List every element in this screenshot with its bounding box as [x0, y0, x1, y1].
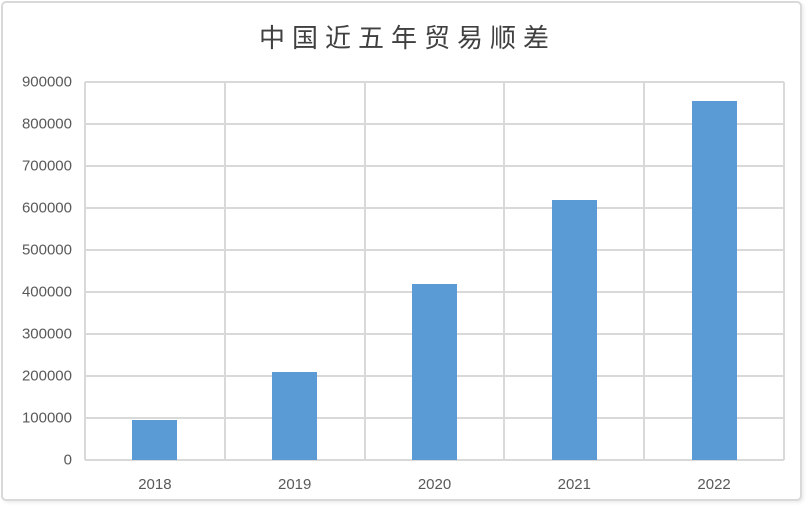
horizontal-gridline	[85, 459, 784, 461]
vertical-gridline	[84, 82, 86, 460]
vertical-gridline	[783, 82, 785, 460]
horizontal-gridline	[85, 207, 784, 209]
vertical-gridline	[643, 82, 646, 460]
chart-title: 中国近五年贸易顺差	[258, 24, 556, 53]
y-axis-tick-label: 900000	[21, 73, 72, 91]
y-axis-tick-label: 700000	[21, 157, 72, 175]
y-axis-tick-label: 600000	[21, 199, 72, 217]
horizontal-gridline	[85, 249, 784, 251]
y-axis-tick-label: 100000	[21, 409, 72, 427]
horizontal-gridline	[85, 165, 784, 167]
plot-area	[84, 81, 785, 461]
x-axis-tick-label: 2019	[278, 476, 312, 493]
y-axis-tick-label: 200000	[21, 367, 72, 385]
vertical-gridline	[503, 82, 506, 460]
y-axis-tick-label: 500000	[21, 241, 72, 259]
bar-2022	[691, 100, 737, 460]
horizontal-gridline	[85, 81, 784, 83]
vertical-gridline	[223, 82, 226, 460]
y-axis-tick-label: 0	[63, 451, 72, 469]
y-axis-tick-label: 300000	[21, 325, 72, 343]
y-axis-tick-label: 400000	[21, 283, 72, 301]
bar-2020	[412, 283, 457, 460]
x-axis-tick-label: 2020	[417, 476, 452, 493]
y-axis-tick-label: 800000	[21, 115, 72, 133]
vertical-gridline	[363, 82, 366, 460]
x-axis-tick-label: 2021	[557, 476, 591, 493]
bar-2019	[272, 371, 318, 460]
bar-2018	[132, 420, 178, 460]
x-axis-tick-label: 2022	[697, 476, 731, 493]
x-axis-tick-label: 2018	[138, 476, 172, 493]
horizontal-gridline	[85, 123, 784, 125]
bar-2021	[551, 199, 597, 460]
